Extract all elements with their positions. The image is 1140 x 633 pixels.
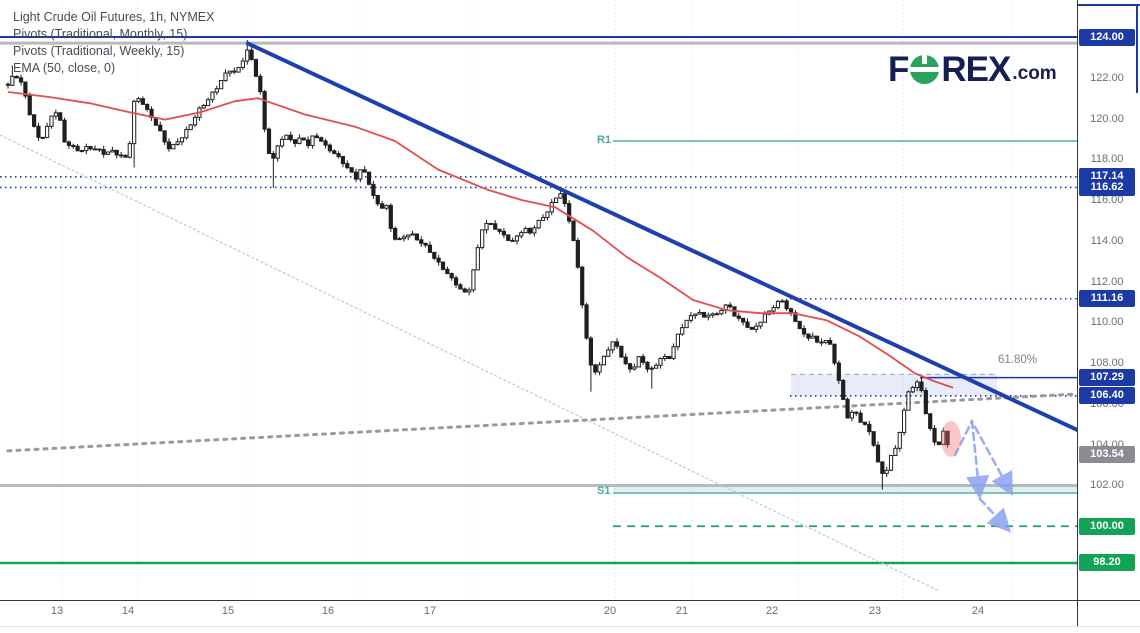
- price-level-badge: 103.54: [1079, 445, 1135, 463]
- price-level-badge: 98.20: [1079, 554, 1135, 572]
- main-descending-trendline[interactable]: [246, 41, 1079, 432]
- drawing-annotations: [941, 419, 1014, 533]
- logo-letters-rex: REX: [941, 50, 1011, 89]
- price-level-badge: 124.00: [1079, 28, 1135, 46]
- price-level-badge: 106.40: [1079, 387, 1135, 405]
- price-tick-label: 102.00: [1090, 479, 1124, 492]
- price-tick-label: 114.00: [1090, 234, 1124, 247]
- legend: Light Crude Oil Futures, 1h, NYMEX Pivot…: [13, 9, 214, 77]
- price-tick-label: 122.00: [1090, 71, 1124, 84]
- legend-ema[interactable]: EMA (50, close, 0): [13, 61, 116, 75]
- ema-line: [7, 91, 954, 389]
- price-tick-label: 116.00: [1090, 194, 1124, 207]
- time-tick-label: 20: [603, 605, 617, 617]
- logo-letter-f: F: [888, 50, 909, 89]
- logo-power-o-icon: [908, 53, 942, 84]
- vertical-gridlines: [61, 0, 1014, 600]
- horizontal-price-levels: [0, 36, 1077, 565]
- pivot-r1-label: R1: [597, 134, 612, 146]
- legend-pivots-weekly[interactable]: Pivots (Traditional, Weekly, 15): [13, 44, 185, 58]
- candles-series: [5, 40, 950, 490]
- time-tick-label: 15: [221, 605, 235, 617]
- logo-dot-com: .com: [1012, 63, 1057, 84]
- time-tick-label: 17: [423, 605, 437, 617]
- price-tick-label: 118.00: [1090, 153, 1124, 166]
- price-level-badge: 116.62: [1079, 178, 1135, 196]
- time-tick-label: 22: [765, 605, 779, 617]
- time-tick-label: 24: [971, 605, 985, 617]
- legend-pivots-monthly[interactable]: Pivots (Traditional, Monthly, 15): [13, 27, 188, 41]
- price-tick-label: 120.00: [1090, 112, 1124, 125]
- time-tick-label: 13: [50, 605, 64, 617]
- forex-com-logo: F REX .com: [888, 52, 1057, 87]
- time-tick-label: 23: [868, 605, 882, 617]
- price-level-badge: 111.16: [1079, 290, 1135, 308]
- time-axis[interactable]: 13 14 15 16 17 20 21 22 23 24: [0, 603, 1077, 625]
- price-tick-label: 110.00: [1090, 316, 1124, 329]
- price-tick-label: 108.00: [1090, 357, 1124, 370]
- price-level-badge: 100.00: [1079, 517, 1135, 535]
- background-trendlines: [0, 134, 1079, 593]
- time-tick-label: 16: [321, 605, 335, 617]
- fib-61-80-label[interactable]: 61.80%: [997, 354, 1037, 366]
- price-level-badge: 107.29: [1079, 369, 1135, 387]
- price-tick-label: 112.00: [1090, 275, 1124, 288]
- time-tick-label: 21: [675, 605, 689, 617]
- time-tick-label: 14: [121, 605, 135, 617]
- price-axis[interactable]: 122.00 120.00 118.00 116.00 114.00 112.00 110.…: [1078, 0, 1140, 600]
- pivot-s1-label: S1: [597, 485, 611, 497]
- legend-symbol[interactable]: Light Crude Oil Futures, 1h, NYMEX: [13, 10, 215, 24]
